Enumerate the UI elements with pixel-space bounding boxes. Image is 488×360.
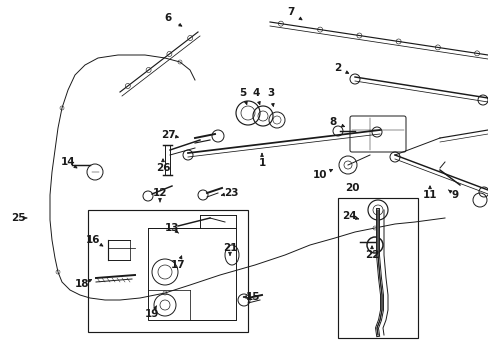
Text: 27: 27 [161,130,175,140]
Text: 16: 16 [85,235,100,245]
Text: 10: 10 [312,170,326,180]
Text: 7: 7 [287,7,294,17]
Text: 4: 4 [252,88,259,98]
Text: 3: 3 [267,88,274,98]
Bar [337,198,417,338]
Text: 19: 19 [144,309,159,319]
Text: 12: 12 [152,188,167,198]
Text: 1: 1 [258,158,265,168]
Bar [88,210,247,332]
Text: 5: 5 [239,88,246,98]
Text: 8: 8 [329,117,336,127]
Text: 6: 6 [164,13,171,23]
Text: 18: 18 [75,279,89,289]
Text: 26: 26 [156,163,170,173]
Text: 9: 9 [450,190,458,200]
Text: 20: 20 [344,183,359,193]
Text: 14: 14 [61,157,75,167]
Text: 25: 25 [11,213,25,223]
Text: 17: 17 [170,260,185,270]
Text: 13: 13 [164,223,179,233]
Text: 21: 21 [223,243,237,253]
Text: 15: 15 [245,292,260,302]
Text: 2: 2 [334,63,341,73]
Text: 23: 23 [224,188,238,198]
Text: 24: 24 [341,211,356,221]
Text: 11: 11 [422,190,436,200]
Text: 22: 22 [364,250,379,260]
